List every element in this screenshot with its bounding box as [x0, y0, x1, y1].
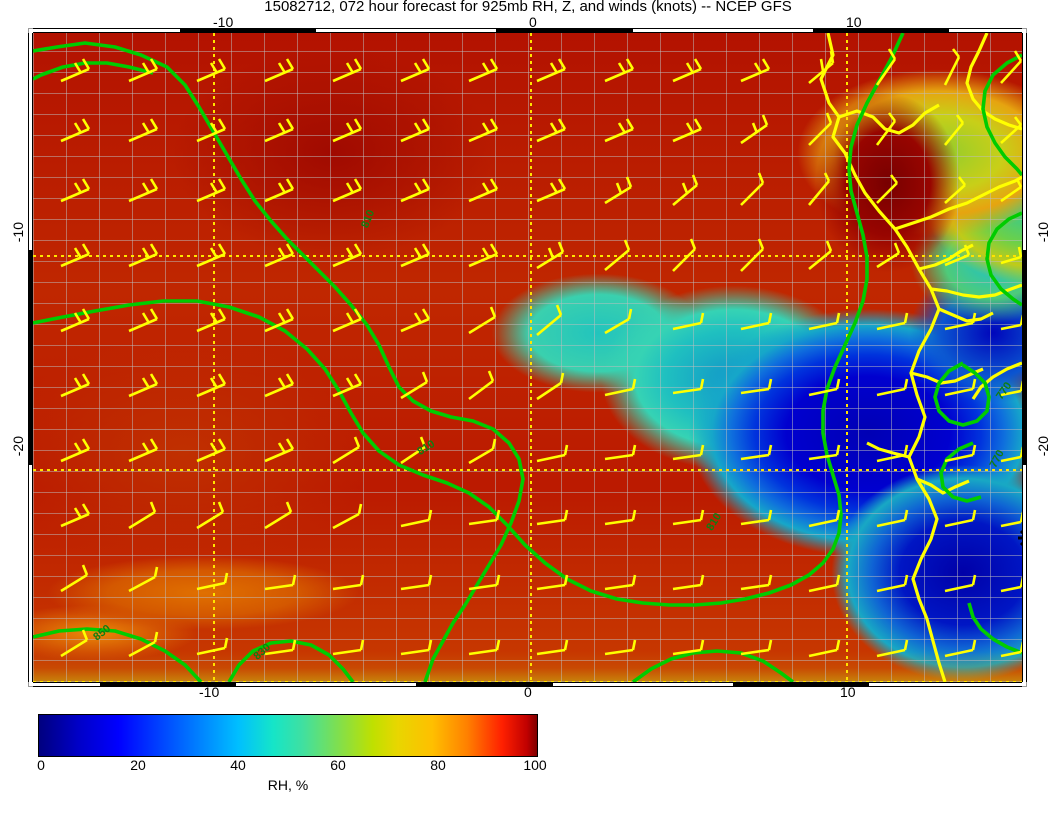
colorbar-tick-20: 20: [130, 757, 146, 773]
page-title: 15082712, 072 hour forecast for 925mb RH…: [264, 0, 792, 15]
x-tick-top-minus10: -10: [213, 14, 234, 30]
x-tick-top-plus10: 10: [846, 14, 862, 30]
y-tick-left-minus10: -10: [10, 222, 26, 243]
axis-bar-left: [28, 33, 33, 682]
y-tick-right-minus10: -10: [1035, 222, 1051, 243]
axis-bar-right: [1022, 33, 1027, 682]
plot-canvas: 810 810 810 850 830 770 770: [33, 33, 1022, 682]
plot-frame-border: [28, 28, 1027, 687]
x-tick-top-zero: 0: [529, 14, 537, 30]
colorbar-tick-40: 40: [230, 757, 246, 773]
height-contour-paths: [33, 33, 1022, 682]
rh-colorbar[interactable]: [38, 714, 538, 757]
map-vector-overlays: [33, 33, 1022, 682]
axis-bar-bottom: [33, 682, 1022, 687]
y-tick-right-minus20: -20: [1035, 436, 1051, 457]
y-tick-left-minus20: -20: [10, 436, 26, 457]
colorbar-tick-60: 60: [330, 757, 346, 773]
colorbar-tick-0: 0: [37, 757, 45, 773]
colorbar-tick-labels: 0 20 40 60 80 100: [0, 757, 1056, 777]
colorbar-axis-label: RH, %: [267, 777, 309, 793]
x-tick-bottom-minus10: -10: [199, 684, 220, 700]
colorbar-tick-100: 100: [523, 757, 547, 773]
colorbar-tick-80: 80: [430, 757, 446, 773]
axis-bar-top: [33, 28, 1022, 33]
x-tick-bottom-plus10: 10: [840, 684, 856, 700]
coastline-paths: [819, 33, 1022, 682]
x-tick-bottom-zero: 0: [524, 684, 532, 700]
wind-barb-field: [60, 48, 1022, 658]
forecast-map-plot[interactable]: 810 810 810 850 830 770 770: [28, 28, 1027, 687]
